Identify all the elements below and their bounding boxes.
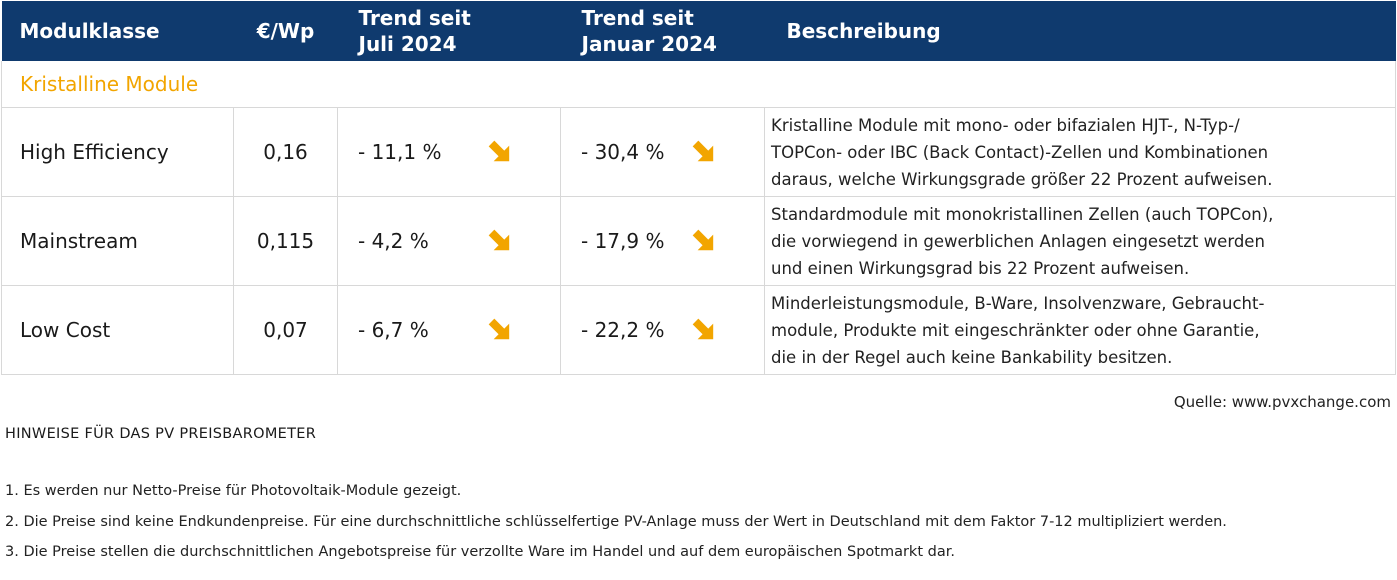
notes-title: HINWEISE FÜR DAS PV PREISBAROMETER (5, 426, 317, 442)
header-trend-july-line1: Trend seit (358, 6, 471, 30)
row-trend-july: - 11,1 % (358, 140, 442, 164)
row-description: Kristalline Module mit mono- oder bifazi… (764, 107, 1396, 197)
row-trend-january: - 30,4 % (581, 140, 665, 164)
row-name: Mainstream (1, 196, 234, 286)
price-table: Modulklasse €/Wp Trend seit Juli 2024 Tr… (1, 1, 1396, 375)
description-line: Kristalline Module mit mono- oder bifazi… (771, 115, 1240, 135)
row-trend-january-cell: - 30,4 % (560, 107, 765, 197)
description-line: daraus, welche Wirkungsgrade größer 22 P… (771, 169, 1273, 189)
row-description: Standardmodule mit monokristallinen Zell… (764, 196, 1396, 286)
row-price: 0,115 (233, 196, 338, 286)
row-trend-january: - 17,9 % (581, 229, 665, 253)
row-price: 0,07 (233, 285, 338, 375)
source-note: Quelle: www.pvxchange.com (1173, 393, 1391, 411)
header-trend-july: Trend seit Juli 2024 (337, 1, 561, 61)
row-trend-july-cell: - 4,2 % (337, 196, 561, 286)
description-line: die vorwiegend in gewerblichen Anlagen e… (771, 231, 1265, 251)
header-trend-january-line2: Januar 2024 (581, 32, 717, 56)
row-trend-january-cell: - 22,2 % (560, 285, 765, 375)
description-line: TOPCon- oder IBC (Back Contact)-Zellen u… (771, 142, 1269, 162)
arrow-down-right-icon (488, 318, 510, 340)
row-trend-july-cell: - 11,1 % (337, 107, 561, 197)
description-line: module, Produkte mit eingeschränkter ode… (771, 320, 1260, 340)
note-item: 2. Die Preise sind keine Endkundenpreise… (5, 514, 1227, 530)
row-trend-july: - 6,7 % (358, 318, 429, 342)
row-price: 0,16 (233, 107, 338, 197)
table-header: Modulklasse €/Wp Trend seit Juli 2024 Tr… (1, 1, 1396, 61)
section-row: Kristalline Module (1, 61, 1396, 108)
note-item: 3. Die Preise stellen die durchschnittli… (5, 544, 955, 560)
table-row: Mainstream 0,115 - 4,2 % - 17,9 % Standa… (1, 196, 1396, 286)
header-price: €/Wp (233, 1, 338, 61)
arrow-down-right-icon (692, 318, 714, 340)
row-trend-january-cell: - 17,9 % (560, 196, 765, 286)
header-beschreibung: Beschreibung (764, 1, 1396, 61)
arrow-down-right-icon (692, 140, 714, 162)
description-line: Minderleistungsmodule, B-Ware, Insolvenz… (771, 293, 1265, 313)
header-trend-january-line1: Trend seit (581, 6, 694, 30)
description-line: Standardmodule mit monokristallinen Zell… (771, 204, 1274, 224)
section-title: Kristalline Module (1, 61, 1396, 108)
row-description: Minderleistungsmodule, B-Ware, Insolvenz… (764, 285, 1396, 375)
description-line: die in der Regel auch keine Bankability … (771, 347, 1173, 367)
table-row: High Efficiency 0,16 - 11,1 % - 30,4 % K… (1, 107, 1396, 197)
arrow-down-right-icon (488, 140, 510, 162)
row-name: High Efficiency (1, 107, 234, 197)
arrow-down-right-icon (692, 229, 714, 251)
header-trend-january: Trend seit Januar 2024 (560, 1, 765, 61)
header-modulklasse: Modulklasse (1, 1, 234, 61)
header-trend-july-line2: Juli 2024 (358, 32, 457, 56)
description-line: und einen Wirkungsgrad bis 22 Prozent au… (771, 258, 1190, 278)
row-trend-january: - 22,2 % (581, 318, 665, 342)
row-name: Low Cost (1, 285, 234, 375)
table-row: Low Cost 0,07 - 6,7 % - 22,2 % Minderlei… (1, 285, 1396, 375)
row-trend-july: - 4,2 % (358, 229, 429, 253)
row-trend-july-cell: - 6,7 % (337, 285, 561, 375)
arrow-down-right-icon (488, 229, 510, 251)
note-item: 1. Es werden nur Netto-Preise für Photov… (5, 483, 462, 499)
